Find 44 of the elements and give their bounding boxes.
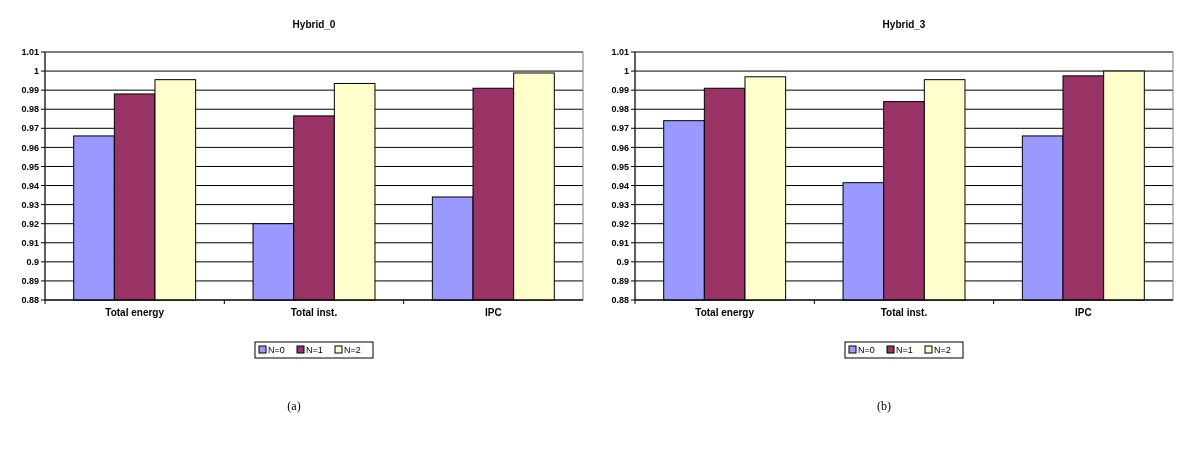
y-tick-label: 0.93 xyxy=(611,199,629,210)
y-tick-label: 0.95 xyxy=(611,161,629,172)
y-tick-label: 1.01 xyxy=(611,47,629,58)
y-tick-label: 0.98 xyxy=(611,104,629,115)
chart-title: Hybrid_0 xyxy=(292,19,336,30)
legend-label: N=0 xyxy=(268,345,285,356)
x-tick-label: Total inst. xyxy=(290,307,338,318)
y-tick-label: 0.96 xyxy=(611,142,629,153)
legend-label: N=0 xyxy=(858,345,875,356)
x-tick-label: IPC xyxy=(485,307,502,318)
legend-label: N=1 xyxy=(896,345,913,356)
y-tick-label: 0.94 xyxy=(611,180,629,191)
y-tick-label: 0.96 xyxy=(21,142,39,153)
x-tick-label: Total energy xyxy=(105,307,165,318)
x-tick-label: Total energy xyxy=(695,307,755,318)
legend-label: N=1 xyxy=(306,345,323,356)
y-tick-label: 0.9 xyxy=(616,257,629,267)
y-tick-label: 0.91 xyxy=(21,237,39,248)
y-tick-label: 0.95 xyxy=(21,161,39,172)
y-tick-label: 0.94 xyxy=(21,180,39,191)
y-tick-label: 0.91 xyxy=(611,237,629,248)
legend-label: N=2 xyxy=(934,345,951,356)
y-tick-label: 0.97 xyxy=(611,123,629,134)
y-tick-label: 0.99 xyxy=(611,85,629,96)
x-tick-label: Total inst. xyxy=(880,307,928,318)
y-tick-label: 0.97 xyxy=(21,123,39,134)
y-tick-label: 0.9 xyxy=(26,257,39,267)
text: (b) xyxy=(877,399,891,413)
legend-label: N=2 xyxy=(344,345,361,356)
y-tick-label: 1 xyxy=(623,66,629,77)
x-tick-label: IPC xyxy=(1075,307,1092,318)
text: (a) xyxy=(287,399,301,413)
y-tick-label: 0.93 xyxy=(21,199,39,210)
y-tick-label: 1 xyxy=(33,66,39,77)
y-tick-label: 0.99 xyxy=(21,85,39,96)
y-tick-label: 0.89 xyxy=(21,276,39,287)
y-tick-label: 0.92 xyxy=(611,218,629,229)
y-tick-label: 0.88 xyxy=(21,295,39,306)
y-tick-label: 0.92 xyxy=(21,218,39,229)
y-tick-label: 0.88 xyxy=(611,295,629,306)
y-tick-label: 0.98 xyxy=(21,104,39,115)
y-tick-label: 1.01 xyxy=(21,47,39,58)
y-tick-label: 0.89 xyxy=(611,276,629,287)
chart-title: Hybrid_3 xyxy=(882,19,926,30)
